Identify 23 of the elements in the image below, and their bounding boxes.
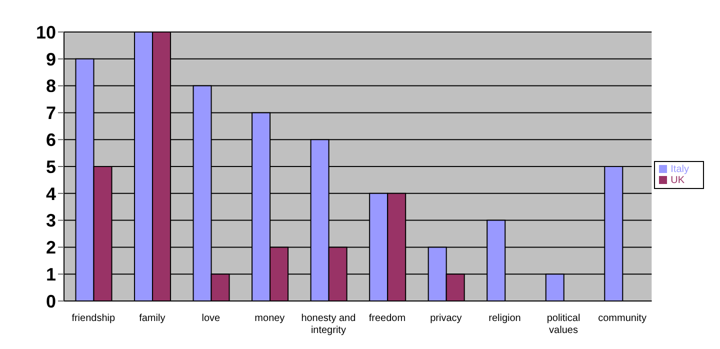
y-tick-label: 10 [36,22,56,42]
y-tick-label: 0 [46,291,56,312]
y-tick-label: 1 [46,264,56,284]
x-tick-label: family [139,313,166,324]
x-tick-label: honesty and integrity [301,313,356,336]
y-tick-label: 2 [46,238,56,258]
y-tick-label: 6 [46,130,56,150]
legend-label: UK [670,174,685,186]
y-tick-label: 9 [46,49,56,70]
x-tick-label: friendship [72,313,116,324]
x-tick-label: political values [546,313,580,336]
x-tick-label: money [254,313,285,324]
y-tick-label: 7 [46,103,56,124]
y-tick-label: 3 [46,210,56,231]
x-tick-label: community [598,313,646,324]
y-tick-label: 8 [46,76,56,96]
x-tick-label: religion [488,313,521,324]
x-tick-label: freedom [368,313,406,324]
legend-label: Italy [670,164,689,174]
y-tick-label: 5 [46,156,56,177]
y-tick-label: 4 [46,184,56,204]
x-tick-label: love [202,313,221,324]
x-tick-label: privacy [430,313,462,324]
